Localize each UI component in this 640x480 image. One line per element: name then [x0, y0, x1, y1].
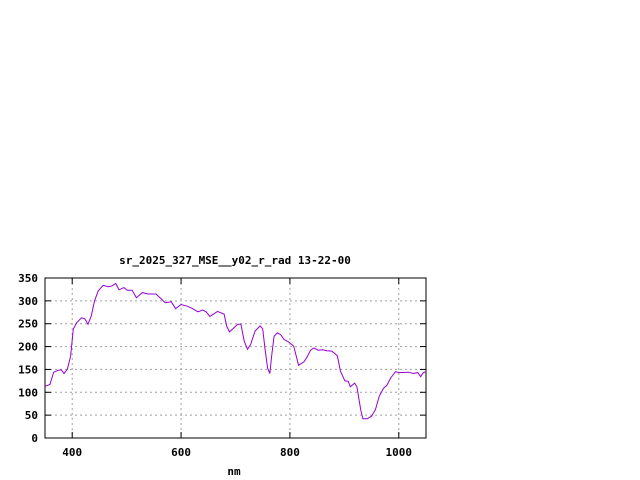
y-tick-label: 150 — [18, 363, 38, 376]
y-tick-label: 250 — [18, 318, 38, 331]
series-line — [44, 282, 427, 420]
y-tick-label: 300 — [18, 295, 38, 308]
y-tick-label: 200 — [18, 341, 38, 354]
y-tick-label: 50 — [25, 409, 38, 422]
chart-title: sr_2025_327_MSE__y02_r_rad 13-22-00 — [119, 254, 351, 267]
y-tick-label: 100 — [18, 386, 38, 399]
grid — [45, 278, 426, 438]
x-tick-label: 1000 — [386, 446, 413, 459]
y-tick-label: 0 — [31, 432, 38, 445]
x-tick-label: 400 — [62, 446, 82, 459]
x-axis-label: nm — [227, 465, 241, 478]
y-tick-label: 350 — [18, 272, 38, 285]
x-tick-label: 800 — [280, 446, 300, 459]
ticks: 0 50 100 150 200 250 300 350 400 600 800 1000 — [18, 272, 426, 459]
plot-frame — [44, 277, 427, 439]
x-tick-label: 600 — [171, 446, 191, 459]
